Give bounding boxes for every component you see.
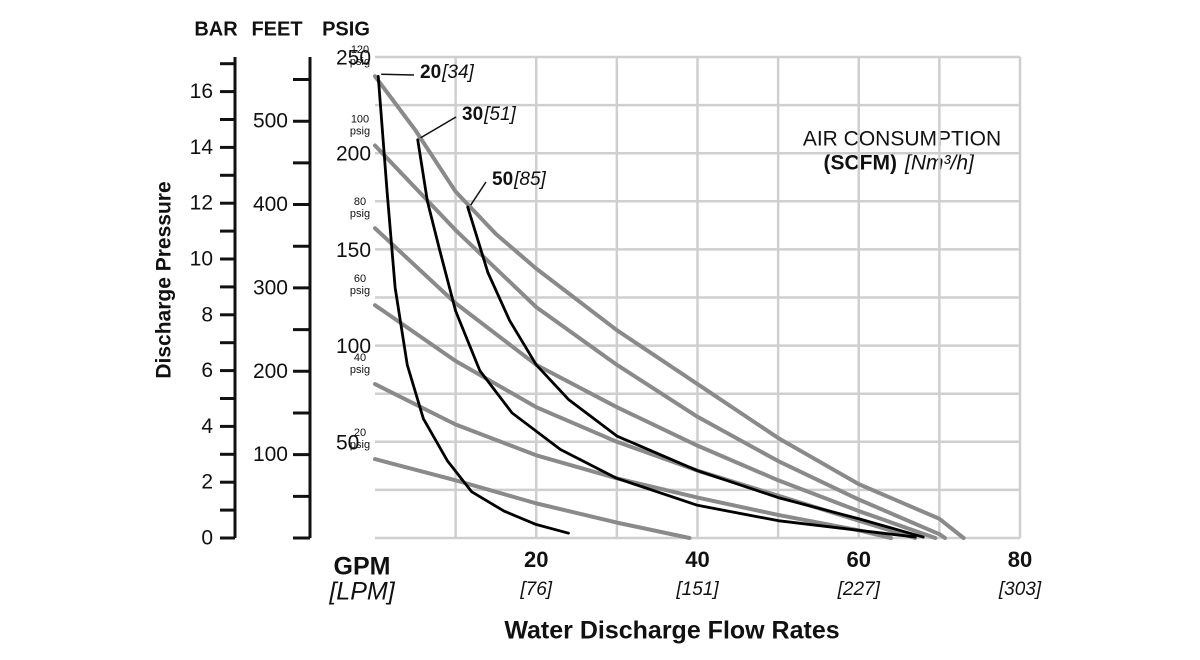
tick-label: 12 [190,192,213,215]
psig-axis-unit: PSIG [322,18,370,40]
y-tick-label: 50 [336,431,359,454]
curve-label: 120 [351,44,369,56]
x-unit: GPM [334,553,391,581]
x-unit-secondary: [LPM] [328,578,395,606]
annotation-title: AIR CONSUMPTION [803,128,1001,151]
curve [373,457,692,540]
curve-label: 20 [354,427,366,439]
x-tick-label: 40 [685,547,709,572]
feet-axis-unit: FEET [251,18,302,40]
curve-label-unit: psig [350,56,370,68]
tick-label: 8 [201,303,213,326]
y-tick-label: 150 [336,239,371,262]
curve-label-unit: psig [350,208,370,220]
tick-label: 400 [253,193,288,216]
x-tick-label: 80 [1008,547,1032,572]
x-tick-label: 60 [847,547,871,572]
x-tick-label-secondary: [151] [675,579,719,600]
curve-label: 40 [354,352,366,364]
consumption-label: 50 [492,169,513,190]
tick-label: 500 [253,110,288,133]
consumption-sublabel: [51] [483,104,516,125]
curve-label-unit: psig [350,125,370,137]
tick-label: 4 [201,415,213,438]
curve [373,382,893,540]
leader-line [420,116,457,139]
x-axis-label: Water Discharge Flow Rates [504,617,839,645]
curve [373,74,966,540]
curve [373,226,938,540]
y-tick-label: 250 [336,47,371,70]
x-tick-label-secondary: [303] [998,579,1042,600]
consumption-label: 30 [462,104,483,125]
curve-label: 60 [354,273,366,285]
tick-label: 10 [190,248,213,271]
bar-axis-unit: BAR [194,18,238,40]
consumption-sublabel: [85] [513,169,546,190]
tick-label: 6 [201,359,213,382]
curve-label: 80 [354,196,366,208]
y-tick-label: 200 [336,143,371,166]
tick-label: 100 [253,443,288,466]
curve-label-unit: psig [350,439,370,451]
consumption-sublabel: [34] [441,62,474,83]
x-tick-label-secondary: [227] [837,579,881,600]
tick-label: 0 [201,527,213,550]
curve [376,74,570,535]
x-tick-label: 20 [524,547,548,572]
tick-label: 14 [190,136,214,159]
tick-label: 16 [190,80,213,103]
curve [466,205,925,539]
curve [416,138,917,539]
tick-label: 300 [253,276,288,299]
tick-label: 200 [253,360,288,383]
y-axis-label: Discharge Pressure [153,181,176,378]
leader-line [381,73,415,76]
tick-label: 2 [201,471,213,494]
x-tick-label-secondary: [76] [519,579,552,600]
curve-label-unit: psig [350,364,370,376]
curve-label: 100 [351,113,369,125]
annotation-unit: (SCFM) [824,152,897,175]
leader-line [470,181,487,206]
consumption-label: 20 [420,62,441,83]
y-tick-label: 100 [336,335,371,358]
curve-label-unit: psig [350,285,370,297]
